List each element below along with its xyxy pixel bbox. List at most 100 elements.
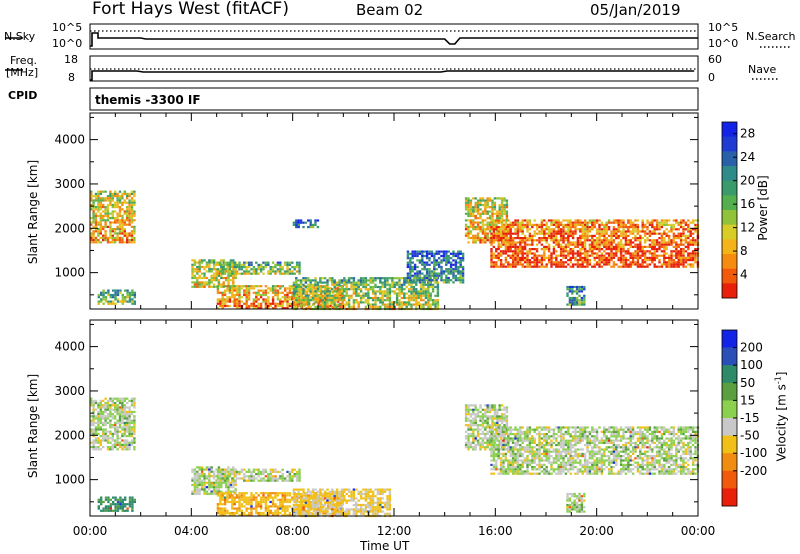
power-cell (583, 285, 586, 289)
power-cell (428, 281, 431, 284)
power-cell (232, 259, 235, 262)
velocity-cell (219, 470, 222, 473)
power-cell (687, 243, 690, 246)
power-cell (118, 210, 122, 213)
power-colorbar-segment (722, 136, 737, 152)
velocity-cell (210, 466, 213, 469)
power-cell (314, 277, 317, 280)
power-cell (500, 210, 504, 213)
velocity-cell (99, 441, 102, 444)
velocity-cell (229, 472, 233, 476)
power-cell (687, 223, 690, 226)
power-cell (283, 300, 287, 303)
velocity-cell (215, 486, 218, 489)
power-cell (293, 266, 296, 269)
power-cell (495, 256, 498, 259)
power-cell (371, 296, 375, 300)
power-cell (684, 250, 688, 253)
power-cell (679, 256, 683, 259)
power-cell (109, 190, 112, 193)
power-cell (511, 239, 515, 242)
power-cell (367, 303, 370, 306)
velocity-cell (126, 439, 129, 442)
power-cell (636, 252, 640, 255)
power-cell (430, 250, 434, 253)
power-cell (321, 277, 324, 280)
power-cell (689, 234, 692, 237)
power-cell (667, 259, 671, 262)
power-cell (212, 265, 216, 269)
power-cell (490, 243, 493, 246)
power-cell (535, 250, 539, 253)
velocity-cell (269, 470, 272, 473)
power-cell (279, 266, 282, 269)
power-cell (675, 219, 678, 222)
velocity-cell (131, 509, 134, 512)
velocity-cell (92, 410, 95, 413)
power-cell (121, 293, 124, 297)
velocity-cell (229, 483, 233, 487)
power-cell (593, 219, 596, 222)
power-cell (100, 298, 103, 301)
power-cell (677, 263, 680, 266)
power-cell (381, 294, 384, 297)
power-cell (677, 234, 680, 237)
power-cell (445, 259, 448, 262)
power-cell (605, 239, 608, 242)
power-cell (413, 250, 417, 253)
power-cell (292, 290, 296, 293)
power-cell (400, 290, 404, 293)
power-cell (379, 290, 382, 293)
power-cell (367, 299, 370, 302)
power-cell (347, 277, 351, 280)
power-cell (476, 199, 480, 202)
power-cell (304, 303, 308, 306)
velocity-cell (121, 426, 124, 429)
power-cell (121, 230, 124, 233)
power-cell (622, 245, 625, 248)
velocity-cell (229, 486, 233, 489)
power-cell (457, 257, 460, 260)
power-cell (569, 243, 572, 246)
power-cell (505, 203, 509, 207)
power-cell (552, 230, 556, 233)
velocity-cell (269, 509, 272, 512)
power-cell (196, 261, 199, 264)
power-cell (607, 226, 611, 229)
power-cell (109, 302, 112, 305)
power-cell (381, 283, 384, 286)
power-cell (223, 302, 227, 305)
power-cell (99, 214, 102, 217)
power-cell (379, 279, 382, 282)
power-cell (583, 232, 587, 235)
power-cell (607, 221, 611, 224)
power-cell (571, 230, 575, 233)
power-cell (535, 223, 539, 226)
velocity-cell (208, 477, 211, 480)
power-cell (543, 259, 546, 262)
power-cell (409, 279, 412, 282)
power-cell (279, 300, 282, 303)
power-cell (672, 232, 676, 235)
power-cell (555, 230, 558, 233)
power-cell (619, 265, 623, 268)
power-cell (409, 263, 412, 266)
power-cell (319, 300, 323, 303)
velocity-cell (203, 488, 206, 491)
power-cell (521, 226, 524, 229)
power-cell (226, 287, 229, 290)
power-cell (682, 252, 685, 255)
power-cell (407, 296, 411, 300)
power-cell (326, 292, 329, 295)
power-cell (503, 208, 506, 211)
power-cell (215, 263, 218, 266)
velocity-cell (123, 399, 126, 402)
velocity-cell (126, 446, 129, 449)
velocity-cell (250, 498, 253, 501)
power-cell (311, 283, 315, 286)
velocity-cell (130, 397, 134, 400)
velocity-cell (196, 470, 199, 473)
power-cell (667, 239, 671, 242)
power-cell (615, 237, 618, 240)
velocity-cell (262, 470, 265, 473)
